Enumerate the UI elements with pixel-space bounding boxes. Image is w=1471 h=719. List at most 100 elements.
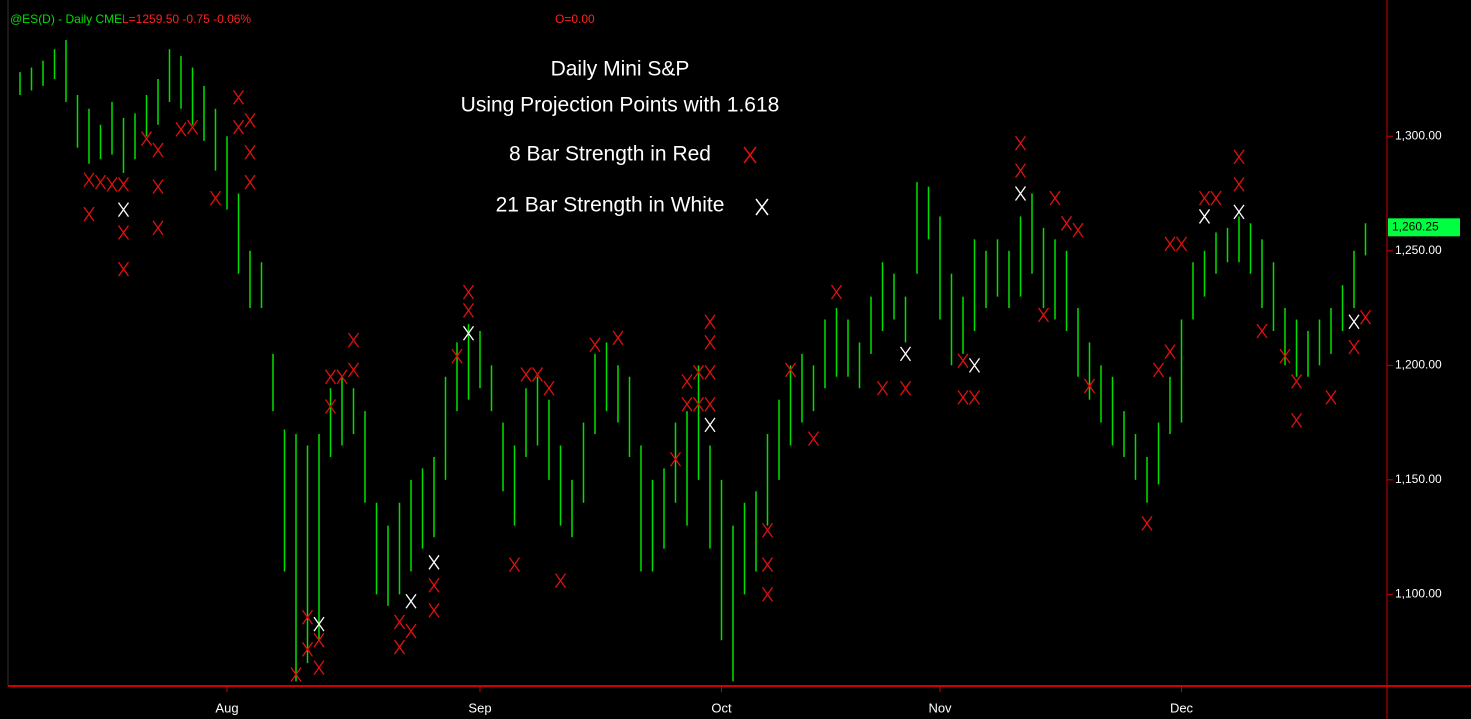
y-tick-label: 1,200.00 (1395, 357, 1442, 371)
projection-marker (1141, 515, 1153, 531)
projection-marker (1152, 362, 1165, 378)
projection-marker (1290, 412, 1303, 428)
projection-marker (520, 367, 532, 382)
projection-marker (704, 396, 716, 412)
header-last: L=1259.50 -0.75 -0.06% (122, 12, 251, 26)
projection-marker (428, 603, 440, 618)
projection-marker (462, 284, 475, 300)
projection-marker (83, 206, 95, 222)
projection-marker (117, 225, 130, 240)
projection-marker (876, 380, 889, 396)
projection-marker (1014, 186, 1027, 201)
projection-marker (681, 373, 693, 389)
projection-marker (1348, 339, 1360, 355)
projection-marker (393, 614, 406, 630)
projection-marker (1290, 373, 1303, 389)
title-line: Using Projection Points with 1.618 (461, 94, 780, 117)
legend-marker (743, 146, 757, 164)
projection-marker (784, 362, 797, 378)
projection-marker (957, 390, 969, 405)
projection-marker (94, 174, 107, 190)
projection-marker (152, 179, 164, 195)
projection-marker (1072, 222, 1084, 238)
legend-marker (755, 198, 769, 216)
title-line: 21 Bar Strength in White (496, 194, 725, 217)
projection-marker (1164, 236, 1176, 252)
projection-marker (554, 573, 567, 589)
projection-marker (692, 396, 705, 412)
projection-marker (1233, 204, 1245, 220)
x-tick-label: Aug (215, 700, 238, 715)
projection-marker (1014, 163, 1027, 179)
projection-marker (761, 587, 774, 602)
x-tick-label: Sep (468, 700, 491, 715)
y-tick-label: 1,300.00 (1395, 128, 1442, 142)
projection-marker (669, 451, 682, 467)
header-open: O=0.00 (555, 12, 595, 26)
projection-marker (301, 641, 314, 657)
last-price-box (1388, 218, 1460, 237)
projection-marker (543, 380, 555, 396)
projection-marker (313, 660, 325, 676)
projection-marker (462, 325, 475, 341)
y-tick-label: 1,100.00 (1395, 587, 1442, 601)
projection-marker (209, 190, 222, 206)
projection-marker (968, 390, 981, 405)
projection-marker (761, 557, 774, 572)
x-tick-label: Dec (1170, 700, 1194, 715)
last-price-label: 1,260.25 (1392, 219, 1439, 233)
projection-marker (152, 142, 164, 158)
projection-marker (313, 616, 325, 632)
projection-marker (83, 172, 95, 188)
projection-marker (612, 330, 624, 346)
projection-marker (1233, 149, 1245, 165)
projection-marker (232, 89, 245, 105)
projection-marker (508, 557, 521, 572)
projection-marker (1348, 314, 1360, 330)
projection-marker (324, 369, 337, 385)
projection-marker (117, 176, 130, 192)
x-tick-label: Oct (711, 700, 732, 715)
projection-marker (428, 577, 440, 593)
projection-marker (324, 399, 337, 414)
projection-marker (117, 261, 130, 277)
projection-marker (830, 284, 843, 300)
projection-marker (531, 367, 544, 382)
projection-marker (704, 364, 716, 380)
projection-marker (1175, 236, 1188, 252)
projection-marker (681, 396, 693, 412)
projection-marker (140, 131, 153, 146)
projection-marker (1279, 348, 1291, 364)
projection-marker (704, 417, 716, 433)
projection-marker (704, 314, 716, 330)
projection-marker (1060, 215, 1073, 231)
projection-marker (186, 119, 199, 135)
projection-marker (1325, 390, 1337, 405)
projection-marker (313, 632, 325, 648)
projection-marker (405, 593, 417, 609)
projection-marker (807, 431, 820, 446)
projection-marker (175, 122, 187, 137)
projection-marker (1198, 209, 1211, 224)
projection-marker (1256, 323, 1268, 339)
projection-marker (1359, 309, 1372, 325)
title-line: Daily Mini S&P (551, 58, 690, 81)
projection-marker (692, 364, 705, 380)
projection-marker (1014, 135, 1027, 151)
projection-marker (899, 346, 912, 362)
projection-marker (589, 337, 601, 353)
projection-marker (347, 332, 360, 348)
projection-marker (405, 623, 417, 639)
projection-marker (1233, 176, 1245, 192)
projection-marker (761, 522, 774, 538)
projection-marker (336, 369, 348, 385)
projection-marker (1037, 307, 1050, 323)
projection-marker (301, 609, 314, 625)
projection-marker (290, 667, 302, 682)
projection-marker (451, 348, 463, 364)
projection-marker (968, 357, 981, 373)
projection-marker (117, 202, 130, 217)
projection-marker (393, 639, 406, 655)
